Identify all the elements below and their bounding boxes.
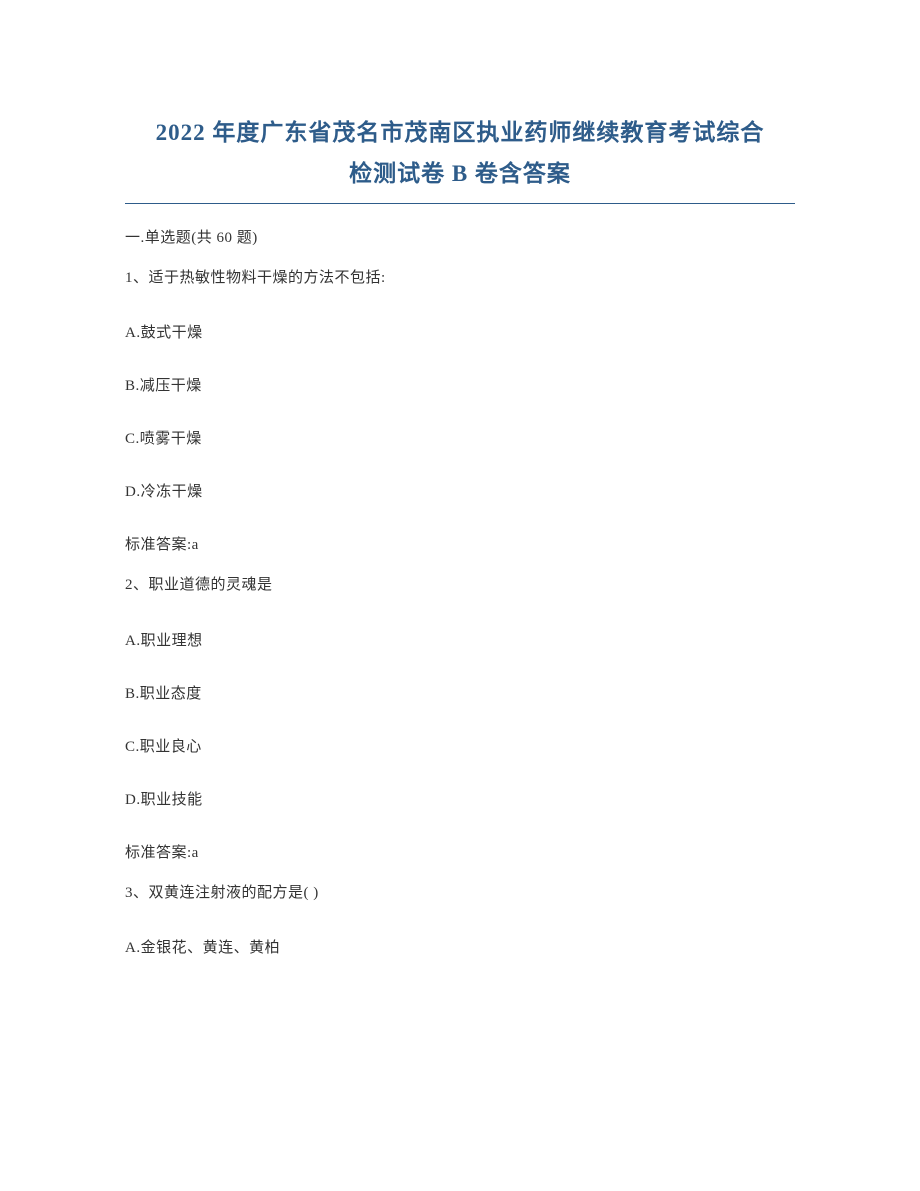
question-1: 1、适于热敏性物料干燥的方法不包括: A.鼓式干燥 B.减压干燥 C.喷雾干燥 … [125,267,795,555]
answer-label: 标准答案:a [125,841,795,862]
title-underline [125,203,795,204]
option-b: B.减压干燥 [125,374,795,395]
option-a: A.职业理想 [125,629,795,650]
question-number: 3、 [125,885,149,901]
question-stem: 双黄连注射液的配方是( ) [149,885,319,901]
question-number: 2、 [125,577,149,593]
option-d: D.职业技能 [125,788,795,809]
question-number: 1、 [125,270,149,286]
question-stem: 职业道德的灵魂是 [149,577,273,593]
answer-label: 标准答案:a [125,533,795,554]
title-line2: 检测试卷 B 卷含答案 [125,156,795,193]
page-content: 2022 年度广东省茂名市茂南区执业药师继续教育考试综合 检测试卷 B 卷含答案… [0,0,920,957]
title-block: 2022 年度广东省茂名市茂南区执业药师继续教育考试综合 检测试卷 B 卷含答案 [125,115,795,204]
question-text: 1、适于热敏性物料干燥的方法不包括: [125,267,795,290]
option-d: D.冷冻干燥 [125,480,795,501]
question-3: 3、双黄连注射液的配方是( ) A.金银花、黄连、黄柏 [125,882,795,958]
title-line1: 2022 年度广东省茂名市茂南区执业药师继续教育考试综合 [125,115,795,152]
option-a: A.金银花、黄连、黄柏 [125,936,795,957]
option-c: C.职业良心 [125,735,795,756]
question-text: 2、职业道德的灵魂是 [125,574,795,597]
question-text: 3、双黄连注射液的配方是( ) [125,882,795,905]
option-b: B.职业态度 [125,682,795,703]
question-stem: 适于热敏性物料干燥的方法不包括: [149,270,386,286]
option-c: C.喷雾干燥 [125,427,795,448]
section-header: 一.单选题(共 60 题) [125,226,795,247]
option-a: A.鼓式干燥 [125,321,795,342]
question-2: 2、职业道德的灵魂是 A.职业理想 B.职业态度 C.职业良心 D.职业技能 标… [125,574,795,862]
